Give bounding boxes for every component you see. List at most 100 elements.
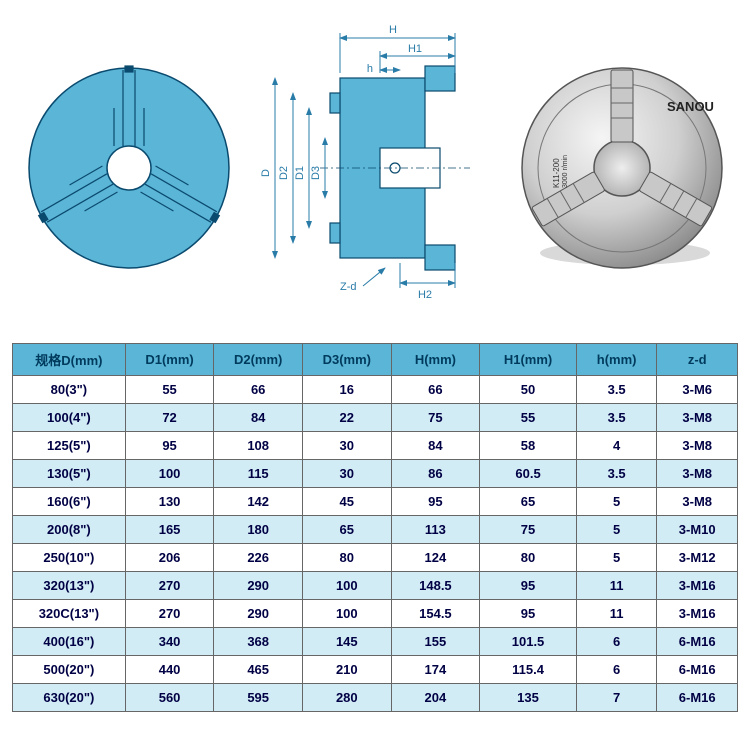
table-row: 400(16")340368145155101.566-M16 [13, 628, 738, 656]
table-cell: 226 [214, 544, 303, 572]
table-cell: 55 [125, 376, 214, 404]
table-cell: 165 [125, 516, 214, 544]
table-cell: 6-M16 [657, 656, 738, 684]
table-cell: 80(3") [13, 376, 126, 404]
dim-D2: D2 [278, 166, 290, 180]
table-cell: 630(20") [13, 684, 126, 712]
table-cell: 95 [480, 572, 577, 600]
table-cell: 72 [125, 404, 214, 432]
table-cell: 3.5 [576, 404, 657, 432]
table-cell: 155 [391, 628, 480, 656]
table-cell: 30 [302, 460, 391, 488]
page-container: H H1 h D D2 D1 D3 [0, 0, 750, 732]
table-cell: 58 [480, 432, 577, 460]
table-cell: 210 [302, 656, 391, 684]
product-photo: SANOU K11-200 3000 r/min [505, 53, 738, 283]
table-cell: 145 [302, 628, 391, 656]
table-cell: 50 [480, 376, 577, 404]
model-text: K11-200 [552, 158, 561, 188]
table-cell: 66 [391, 376, 480, 404]
dim-h: h [367, 63, 373, 75]
table-cell: 3-M12 [657, 544, 738, 572]
table-cell: 160(6") [13, 488, 126, 516]
rpm-text: 3000 r/min [562, 155, 569, 188]
table-cell: 270 [125, 600, 214, 628]
table-row: 125(5")9510830845843-M8 [13, 432, 738, 460]
table-cell: 174 [391, 656, 480, 684]
dim-D3: D3 [310, 166, 322, 180]
table-cell: 250(10") [13, 544, 126, 572]
table-cell: 16 [302, 376, 391, 404]
table-header-cell: H1(mm) [480, 344, 577, 376]
table-cell: 148.5 [391, 572, 480, 600]
table-cell: 45 [302, 488, 391, 516]
table-cell: 440 [125, 656, 214, 684]
dim-H1: H1 [408, 43, 422, 55]
table-cell: 3-M8 [657, 432, 738, 460]
table-cell: 3.5 [576, 460, 657, 488]
table-row: 630(20")56059528020413576-M16 [13, 684, 738, 712]
table-cell: 80 [302, 544, 391, 572]
table-cell: 3-M8 [657, 404, 738, 432]
table-row: 250(10")206226801248053-M12 [13, 544, 738, 572]
table-cell: 60.5 [480, 460, 577, 488]
table-cell: 465 [214, 656, 303, 684]
table-cell: 95 [480, 600, 577, 628]
table-cell: 86 [391, 460, 480, 488]
table-header-cell: D3(mm) [302, 344, 391, 376]
table-header-cell: z-d [657, 344, 738, 376]
table-cell: 75 [480, 516, 577, 544]
table-cell: 135 [480, 684, 577, 712]
table-cell: 5 [576, 544, 657, 572]
table-cell: 130 [125, 488, 214, 516]
table-cell: 100 [125, 460, 214, 488]
table-cell: 290 [214, 600, 303, 628]
table-cell: 3-M16 [657, 572, 738, 600]
table-cell: 368 [214, 628, 303, 656]
table-cell: 125(5") [13, 432, 126, 460]
table-cell: 55 [480, 404, 577, 432]
table-cell: 3-M16 [657, 600, 738, 628]
table-header-cell: h(mm) [576, 344, 657, 376]
table-cell: 80 [480, 544, 577, 572]
table-cell: 320C(13") [13, 600, 126, 628]
table-cell: 290 [214, 572, 303, 600]
table-header-cell: D1(mm) [125, 344, 214, 376]
table-cell: 142 [214, 488, 303, 516]
table-header-cell: 规格D(mm) [13, 344, 126, 376]
table-cell: 400(16") [13, 628, 126, 656]
table-row: 160(6")13014245956553-M8 [13, 488, 738, 516]
table-cell: 5 [576, 488, 657, 516]
table-cell: 22 [302, 404, 391, 432]
table-cell: 3-M8 [657, 460, 738, 488]
table-cell: 3-M6 [657, 376, 738, 404]
spec-table-wrap: 规格D(mm)D1(mm)D2(mm)D3(mm)H(mm)H1(mm)h(mm… [12, 343, 738, 712]
table-body: 80(3")55661666503.53-M6100(4")7284227555… [13, 376, 738, 712]
table-cell: 115.4 [480, 656, 577, 684]
table-cell: 595 [214, 684, 303, 712]
table-row: 320(13")270290100148.595113-M16 [13, 572, 738, 600]
dim-D: D [260, 169, 272, 177]
table-cell: 206 [125, 544, 214, 572]
table-cell: 108 [214, 432, 303, 460]
table-cell: 320(13") [13, 572, 126, 600]
table-cell: 84 [214, 404, 303, 432]
table-cell: 3.5 [576, 376, 657, 404]
table-cell: 101.5 [480, 628, 577, 656]
dim-H: H [389, 24, 397, 36]
front-view-diagram [12, 58, 245, 278]
table-cell: 84 [391, 432, 480, 460]
table-row: 320C(13")270290100154.595113-M16 [13, 600, 738, 628]
table-row: 100(4")72842275553.53-M8 [13, 404, 738, 432]
dim-H2: H2 [418, 289, 432, 301]
table-cell: 66 [214, 376, 303, 404]
table-cell: 113 [391, 516, 480, 544]
table-cell: 115 [214, 460, 303, 488]
table-cell: 95 [391, 488, 480, 516]
table-cell: 11 [576, 600, 657, 628]
table-cell: 500(20") [13, 656, 126, 684]
table-cell: 154.5 [391, 600, 480, 628]
table-cell: 3-M8 [657, 488, 738, 516]
table-cell: 6-M16 [657, 628, 738, 656]
table-cell: 75 [391, 404, 480, 432]
